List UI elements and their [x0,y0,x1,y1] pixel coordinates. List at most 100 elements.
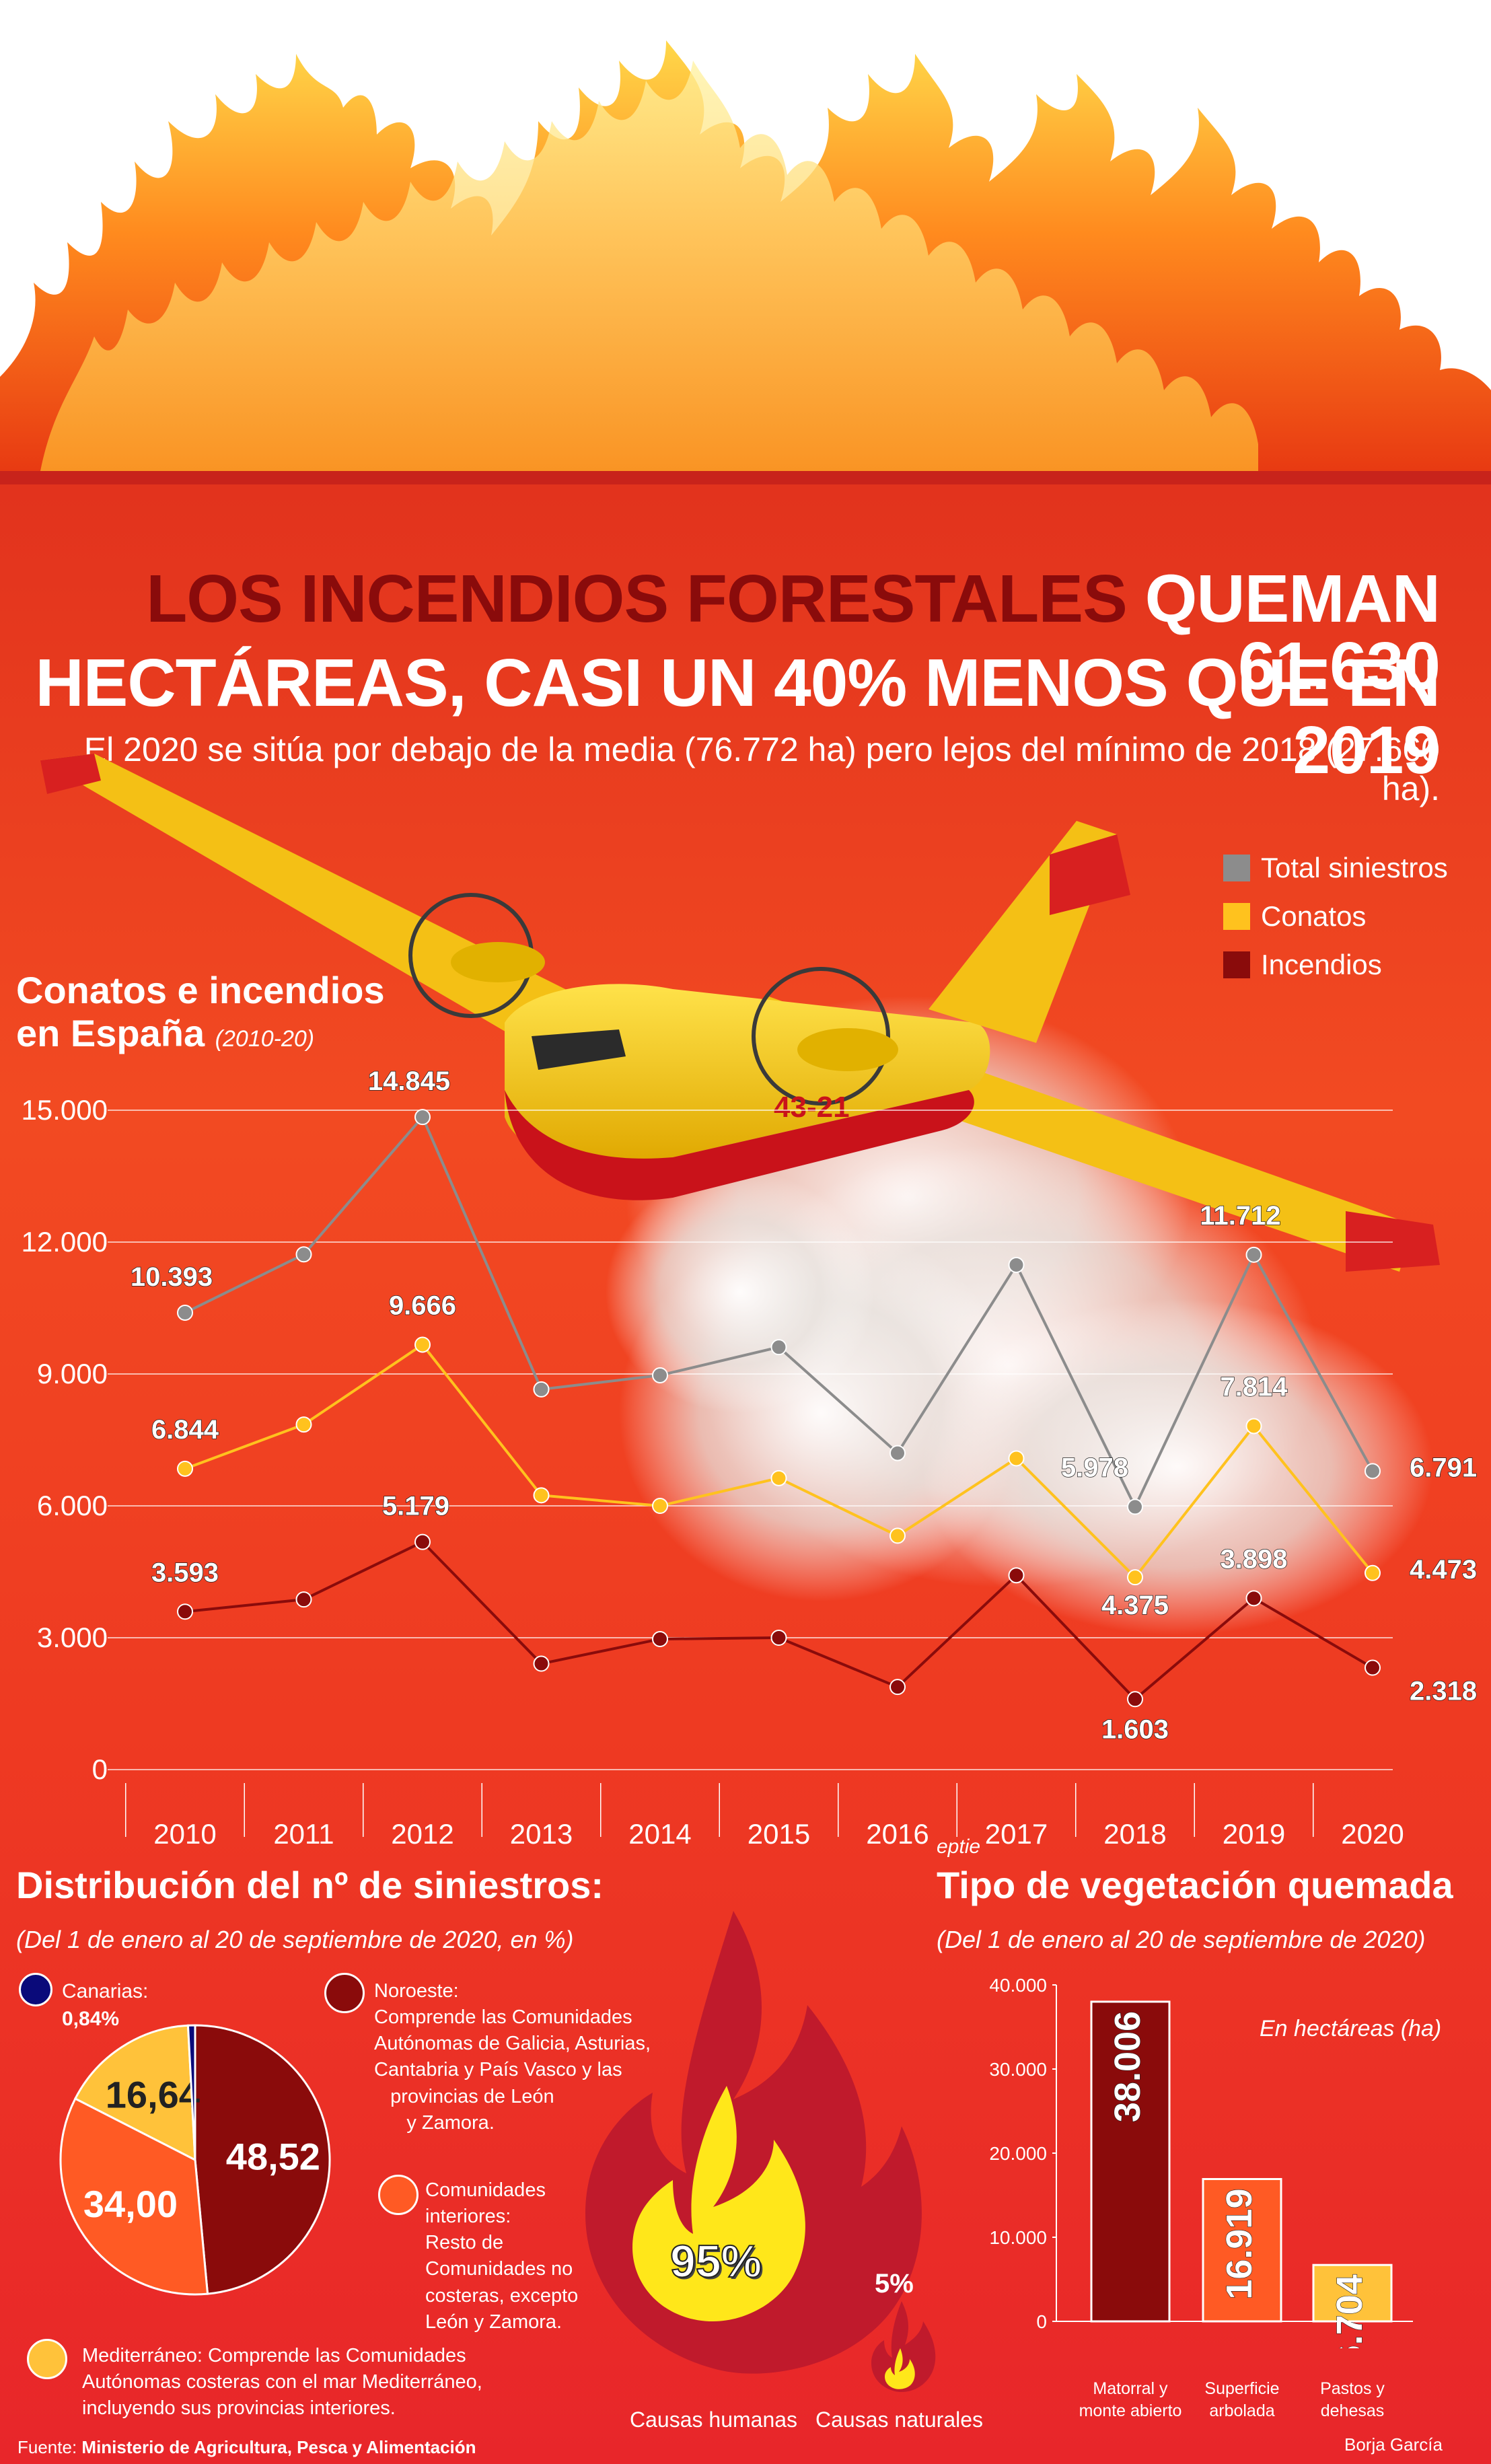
bar-category-3-line-2: dehesas [1320,2401,1385,2420]
bar-value-label: 38.006 [1107,2011,1148,2122]
data-point [770,1470,787,1486]
data-point [1365,1564,1381,1581]
source-footer: Fuente: Ministerio de Agricultura, Pesca… [17,2437,476,2458]
bar-chart: 40.000 30.000 20.000 10.000 0 38.006 16.919 6.7… [989,1975,1413,2348]
data-point [889,1679,906,1696]
pie-chart: 48,52 34,00 16,64 [59,2024,331,2296]
data-point [1008,1256,1025,1273]
data-point [889,1527,906,1544]
source-name: Ministerio de Agricultura, Pesca y Alime… [81,2437,476,2457]
x-tick-label: 2018 [1103,1818,1166,1850]
data-label: 1.603 [1101,1714,1169,1744]
legend-swatch-total [1223,855,1250,881]
x-tick-label: 2019 [1223,1818,1285,1850]
bar-value-label: 6.704 [1330,2274,1370,2348]
legend-swatch-incendios [1223,951,1250,978]
data-label: 4.473 [1410,1555,1477,1585]
canarias-marker [19,1973,52,2006]
data-label: 9.666 [389,1291,456,1320]
x-tick-label: 2017 [985,1818,1048,1850]
small-flame-inner-icon [885,2348,915,2389]
line-chart-title-2: en España [16,1012,205,1055]
data-label: 14.845 [368,1066,450,1096]
bar-value-label: 16.919 [1219,2189,1260,2300]
smoke-cloud [606,996,1433,1635]
y-tick-label: 9.000 [37,1358,108,1389]
data-point [295,1246,312,1263]
line-chart-title-2-row: en España (2010-20) [16,1012,385,1055]
bar-category-3: Pastos y dehesas [1285,2378,1420,2422]
data-label: 6.844 [151,1415,219,1445]
data-point [1127,1691,1143,1708]
interiores-annotation: Comunidades interiores: Resto de Comunid… [425,2179,579,2333]
x-tick-label: 2016 [866,1818,929,1850]
x-tick-label: 2013 [510,1818,573,1850]
author-credit: Borja García [1344,2434,1443,2455]
data-point [1245,1246,1262,1263]
x-tick-label: 2010 [153,1818,216,1850]
bar-category-2-line-1: Superficie [1204,2379,1280,2398]
bar-y-tick-label: 40.000 [989,1975,1047,1996]
legend-conatos: Conatos [1223,900,1366,933]
y-tick-label: 12.000 [22,1226,108,1258]
aircraft-illustration: 43-21 [40,754,1440,1635]
data-point [1245,1590,1262,1607]
data-point [1245,1418,1262,1435]
data-point [533,1655,550,1672]
small-flame-icon [871,2301,936,2393]
data-label: 5.179 [382,1492,449,1521]
line-chart-title: Conatos e incendios en España (2010-20) [16,969,385,1056]
bar-y-tick-label: 0 [1036,2311,1047,2332]
headline-line-1: LOS INCENDIOS FORESTALES QUEMAN 61.630 [27,565,1441,700]
interiores-marker [378,2175,419,2215]
natural-causes-pct: 5% [875,2269,914,2298]
data-label: 11.712 [1200,1201,1280,1231]
data-point [1127,1569,1143,1586]
headline-highlight: LOS INCENDIOS FORESTALES [146,561,1128,637]
pie-slice [186,2024,196,2161]
line-chart-title-1: Conatos e incendios [16,969,385,1011]
bar-category-1-line-1: Matorral y [1093,2379,1168,2398]
data-label: 2.318 [1410,1677,1477,1706]
pie-slice [73,2024,196,2162]
data-point [414,1336,431,1353]
data-point [177,1603,193,1620]
bar [1312,2263,1393,2323]
mediterraneo-marker [27,2339,67,2379]
line-chart-period: (2010-20) [215,1026,315,1052]
bar-y-tick-label: 20.000 [989,2143,1047,2164]
data-label: 3.898 [1220,1544,1287,1574]
legend-incendios: Incendios [1223,949,1382,981]
data-point [1008,1567,1025,1584]
data-point [414,1109,431,1126]
headline-subtitle: El 2020 se sitúa por debajo de la media … [83,731,1440,807]
stray-text: eptie [937,1836,981,1858]
data-point [652,1630,668,1647]
pie-value-label: 16,64 [106,2074,200,2116]
bar [1202,2178,1282,2323]
data-label: 3.593 [151,1558,219,1587]
human-causes-pct: 95% [669,2235,762,2288]
pie-title: Distribución del nº de siniestros: [16,1864,604,1906]
legend-total: Total siniestros [1223,852,1448,884]
bar-category-3-line-1: Pastos y [1320,2379,1385,2398]
data-point [533,1487,550,1504]
series-line-2 [184,1540,1374,1702]
data-point [177,1304,193,1321]
headline-rest: QUEMAN 61.630 [1126,561,1441,704]
canarias-annotation: Canarias: 0,84% [62,1978,148,2033]
bar-category-2-line-2: arbolada [1209,2401,1275,2420]
source-label: Fuente: [17,2437,82,2457]
x-tick-label: 2012 [391,1818,453,1850]
y-tick-label: 15.000 [22,1094,108,1126]
bar-unit: En hectáreas (ha) [1260,2016,1442,2041]
pie-slice [194,2024,331,2295]
data-point [295,1591,312,1608]
flames-illustration [0,0,1491,484]
data-point [1127,1498,1143,1515]
bar-category-2: Superficie arbolada [1175,2378,1309,2422]
causes-flames [585,1911,936,2393]
legend-label-conatos: Conatos [1261,900,1367,932]
data-point [1008,1450,1025,1467]
